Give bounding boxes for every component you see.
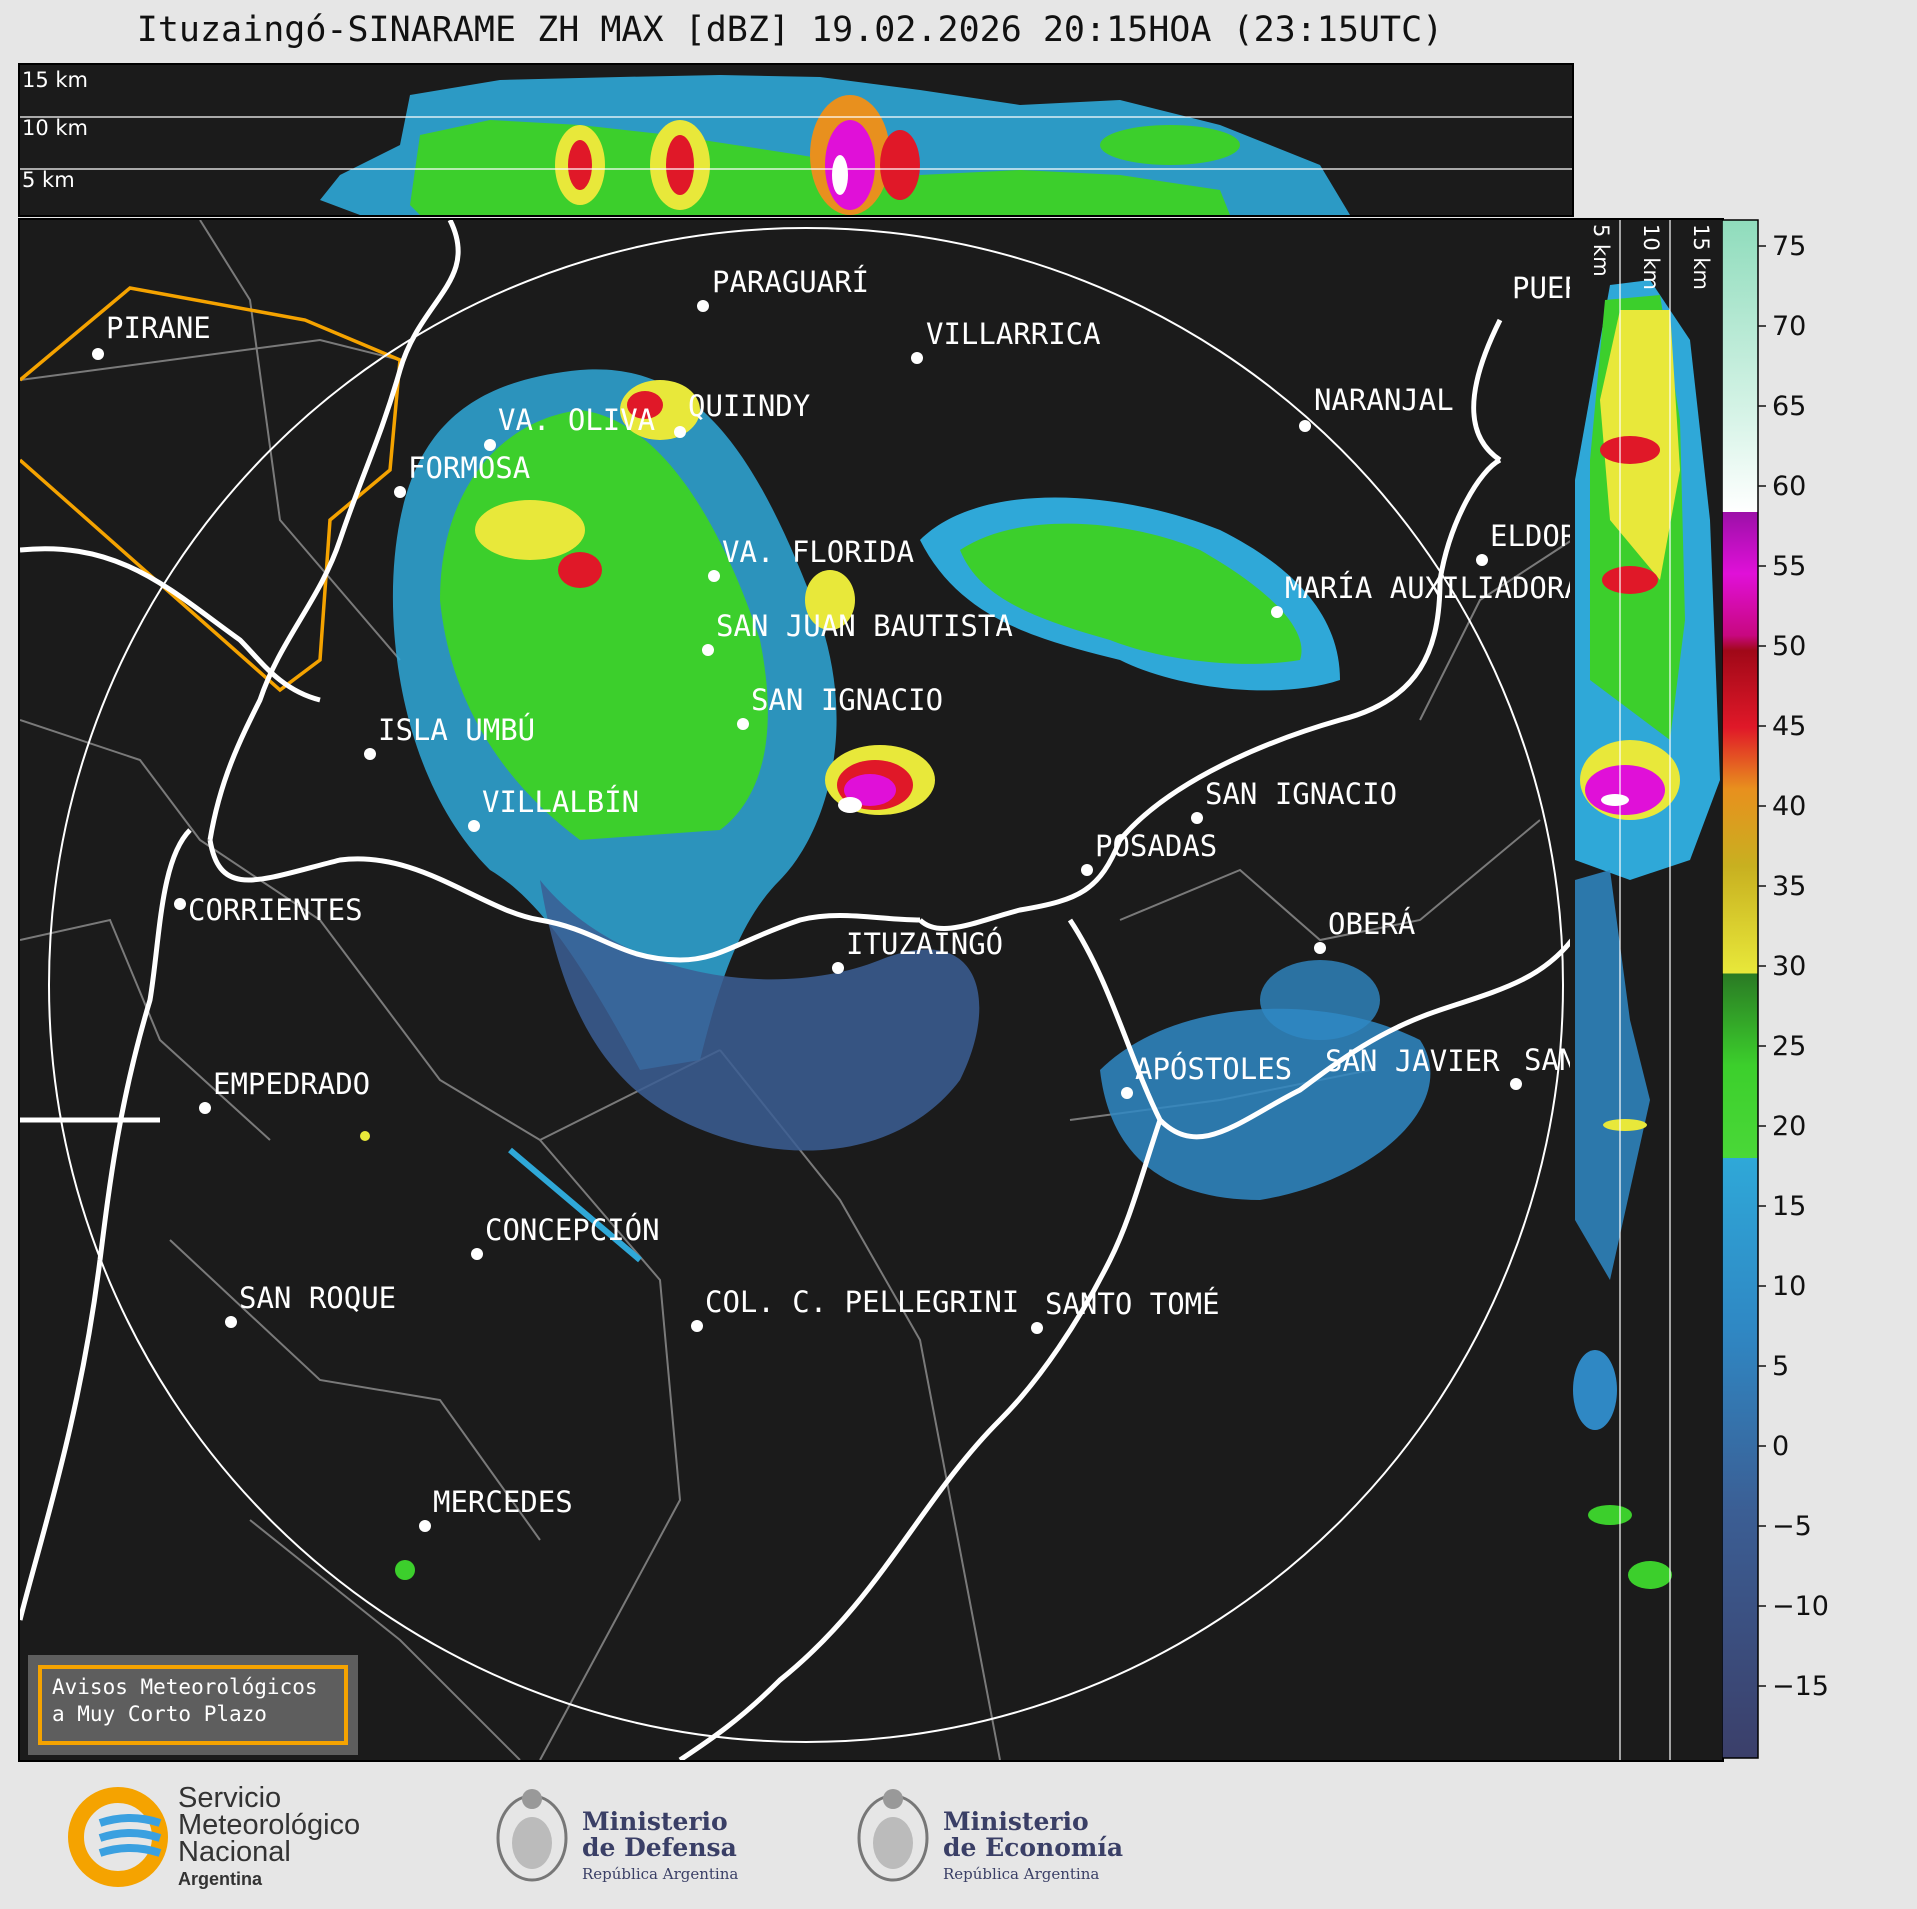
aviso-line1: Avisos Meteorológicos (52, 1675, 318, 1699)
city-eldorado: ELDORADO (1490, 519, 1572, 553)
colorbar-tick-label: 10 (1772, 1271, 1806, 1302)
city-puerto: PUERTO (1512, 271, 1572, 305)
smn-line4: Argentina (178, 1869, 263, 1889)
range-ring (48, 227, 1564, 1743)
city-posadas: POSADAS (1095, 829, 1217, 863)
city-formosa: FORMOSA (408, 451, 530, 485)
defensa-seal-icon (496, 1789, 568, 1882)
top-cross-section-svg: 15 km 10 km 5 km (20, 68, 1572, 215)
colorbar-tick-label: 60 (1772, 471, 1806, 502)
city-paraguari: PARAGUARÍ (712, 265, 869, 299)
colorbar-tick-label: 30 (1772, 951, 1806, 982)
city-col-pellegrini: COL. C. PELLEGRINI (705, 1285, 1019, 1319)
radar-echoes (360, 369, 1431, 1580)
side-5km-label: 5 km (1589, 224, 1613, 277)
city-empedrado: EMPEDRADO (213, 1067, 370, 1101)
city-ituzaingo: ITUZAINGÓ (846, 927, 1003, 961)
footer-logos-svg (68, 1787, 929, 1887)
colorbar-tick-label: 55 (1772, 551, 1806, 582)
colorbar-tick-label: 0 (1772, 1431, 1789, 1462)
smn-logo-icon (68, 1787, 168, 1887)
economia-line1: Ministerio (943, 1807, 1089, 1836)
colorbar-tick-label: 50 (1772, 631, 1806, 662)
side-cross-section-panel: 5 km 10 km 15 km (1570, 218, 1724, 1762)
top-cross-section-panel: 15 km 10 km 5 km (18, 63, 1574, 217)
city-isla-umbu: ISLA UMBÚ (378, 713, 535, 747)
city-maria-auxiliadora: MARÍA AUXILIADORA (1285, 571, 1572, 605)
defensa-line2: de Defensa (582, 1833, 737, 1862)
colorbar-tick-label: 35 (1772, 871, 1806, 902)
city-corrientes: CORRIENTES (188, 893, 363, 927)
colorbar-tick-label: 25 (1772, 1031, 1806, 1062)
top-15km-label: 15 km (22, 68, 88, 92)
aviso-box: Avisos Meteorológicos a Muy Corto Plazo (28, 1655, 358, 1755)
smn-line3: Nacional (178, 1836, 291, 1868)
city-villalbin: VILLALBÍN (482, 785, 639, 819)
city-san-juan-bautista: SAN JUAN BAUTISTA (716, 609, 1013, 643)
top-10km-label: 10 km (22, 116, 88, 140)
defensa-line3: República Argentina (582, 1865, 739, 1883)
side-echo-profile (1573, 280, 1720, 1589)
page-title: Ituzaingó-SINARAME ZH MAX [dBZ] 19.02.20… (136, 10, 1444, 50)
economia-seal-icon (857, 1789, 929, 1882)
defensa-line1: Ministerio (582, 1807, 728, 1836)
colorbar-gradient (1722, 219, 1759, 1759)
colorbar: 75 70 65 60 55 50 45 40 35 30 25 20 15 10 5 0 −5 −10 −15 (1722, 218, 1917, 1763)
colorbar-tick-label: 45 (1772, 711, 1806, 742)
economia-logo-text: Ministerio de Economía República Argenti… (943, 1809, 1123, 1887)
city-quiindy: QUIINDY (688, 389, 810, 423)
footer: Servicio Meteorológico Nacional Argentin… (0, 1763, 1917, 1909)
smn-logo-text: Servicio Meteorológico Nacional Argentin… (178, 1782, 361, 1893)
economia-line3: República Argentina (943, 1865, 1100, 1883)
defensa-logo-text: Ministerio de Defensa República Argentin… (582, 1809, 738, 1887)
colorbar-tick-label: 5 (1772, 1351, 1789, 1382)
radar-map-svg: PARAGUARÍ VILLARRICA PIRANE NARANJAL QUI… (20, 220, 1572, 1760)
city-san-ignacio-py: SAN IGNACIO (751, 683, 943, 717)
smn-line2: Meteorológico (178, 1809, 361, 1841)
colorbar-tick-label: 75 (1772, 231, 1806, 262)
colorbar-tick-label: 15 (1772, 1191, 1806, 1222)
colorbar-tick-label: −5 (1772, 1511, 1812, 1542)
city-san-partial: SAN (1524, 1043, 1572, 1077)
colorbar-tick-label: 40 (1772, 791, 1806, 822)
economia-line2: de Economía (943, 1833, 1124, 1862)
city-va-florida: VA. FLORIDA (722, 535, 914, 569)
side-10km-label: 10 km (1639, 224, 1663, 290)
smn-line1: Servicio (178, 1782, 282, 1814)
colorbar-tick-label: −10 (1772, 1591, 1829, 1622)
city-san-javier: SAN JAVIER (1325, 1044, 1500, 1078)
city-mercedes: MERCEDES (433, 1485, 573, 1519)
top-echo-profile (320, 75, 1350, 215)
city-va-oliva: VA. OLIVA (498, 403, 655, 437)
rivers-and-borders (20, 220, 1572, 1760)
city-santo-tome: SANTO TOMÉ (1045, 1287, 1220, 1321)
city-markers: PARAGUARÍ VILLARRICA PIRANE NARANJAL QUI… (92, 265, 1572, 1532)
city-san-ignacio-ar: SAN IGNACIO (1205, 777, 1397, 811)
city-san-roque: SAN ROQUE (239, 1281, 396, 1315)
city-concepcion: CONCEPCIÓN (485, 1213, 660, 1247)
city-naranjal: NARANJAL (1314, 383, 1454, 417)
radar-map-panel: PARAGUARÍ VILLARRICA PIRANE NARANJAL QUI… (18, 218, 1574, 1762)
colorbar-tick-label: 20 (1772, 1111, 1806, 1142)
aviso-line2: a Muy Corto Plazo (52, 1702, 267, 1726)
colorbar-tick-label: 65 (1772, 391, 1806, 422)
side-15km-label: 15 km (1689, 224, 1713, 290)
colorbar-tick-label: −15 (1772, 1671, 1829, 1702)
city-obera: OBERÁ (1328, 907, 1415, 941)
colorbar-tick-label: 70 (1772, 311, 1806, 342)
aviso-frame: Avisos Meteorológicos a Muy Corto Plazo (38, 1665, 348, 1745)
city-villarrica: VILLARRICA (926, 317, 1101, 351)
top-5km-label: 5 km (22, 168, 75, 192)
city-apostoles: APÓSTOLES (1135, 1052, 1292, 1086)
city-pirane: PIRANE (106, 311, 211, 345)
warning-polygon (20, 286, 402, 693)
side-cross-section-svg: 5 km 10 km 15 km (1573, 220, 1720, 1760)
